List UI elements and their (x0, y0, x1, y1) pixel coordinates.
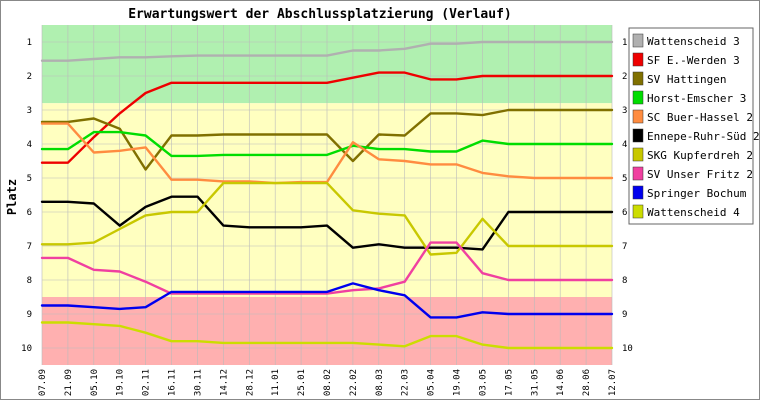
x-tick-label-18: 17.05 (504, 369, 514, 396)
legend-swatch-0 (632, 33, 644, 48)
x-tick-label-2: 05.10 (90, 369, 100, 396)
legend-swatch-7 (632, 166, 644, 181)
y-tick-left-3: 4 (27, 140, 32, 150)
legend-label-1: SF E.-Werden 3 (647, 54, 740, 67)
chart-title: Erwartungswert der Abschlussplatzierung … (128, 7, 512, 22)
x-tick-label-17: 03.05 (479, 369, 489, 396)
x-tick-label-7: 14.12 (219, 369, 229, 396)
series-line-7 (40, 241, 614, 295)
series-line-2 (40, 108, 614, 171)
x-tick-label-9: 11.01 (271, 369, 281, 396)
y-tick-right-7: 8 (622, 276, 627, 286)
x-tick-label-12: 22.02 (349, 369, 359, 396)
y-tick-right-5: 6 (622, 208, 627, 218)
x-tick-label-16: 19.04 (453, 369, 463, 396)
legend-label-6: SKG Kupferdreh 2 (647, 149, 753, 162)
x-tick-label-22: 12.07 (608, 369, 618, 396)
y-tick-right-6: 7 (622, 242, 627, 252)
x-tick-label-14: 22.03 (401, 369, 411, 396)
y-tick-left-5: 6 (27, 208, 32, 218)
legend-label-7: SV Unser Fritz 2 (647, 168, 753, 181)
x-tick-label-5: 16.11 (168, 369, 178, 396)
y-tick-left-2: 3 (27, 106, 32, 116)
legend-label-2: SV Hattingen (647, 73, 726, 86)
x-tick-label-11: 08.02 (323, 369, 333, 396)
y-tick-right-9: 10 (622, 344, 633, 354)
y-tick-right-2: 3 (622, 106, 627, 116)
x-tick-label-21: 28.06 (582, 369, 592, 396)
y-tick-left-6: 7 (27, 242, 32, 252)
legend-swatch-6 (632, 147, 644, 162)
y-tick-right-0: 1 (622, 38, 627, 48)
y-axis-label: Platz (5, 179, 19, 215)
legend-label-3: Horst-Emscher 3 (647, 92, 746, 105)
series-line-6 (40, 181, 614, 256)
series-line-1 (40, 71, 614, 164)
y-tick-right-8: 9 (622, 310, 627, 320)
series-layer (40, 40, 614, 350)
legend-label-0: Wattenscheid 3 (647, 35, 740, 48)
y-tick-left-8: 9 (27, 310, 32, 320)
x-tick-label-6: 30.11 (194, 369, 204, 396)
legend-swatch-2 (632, 71, 644, 86)
legend-swatch-5 (632, 128, 644, 143)
y-tick-left-7: 8 (27, 276, 32, 286)
y-tick-right-3: 4 (622, 140, 627, 150)
legend-swatch-8 (632, 185, 644, 200)
legend-box (628, 27, 754, 225)
legend-swatch-1 (632, 52, 644, 67)
x-tick-label-3: 19.10 (116, 369, 126, 396)
x-tick-label-1: 21.09 (64, 369, 74, 396)
x-tick-label-20: 14.06 (556, 369, 566, 396)
legend: Wattenscheid 3 SF E.-Werden 3 SV Hattingen… (628, 27, 760, 225)
series-line-5 (40, 195, 614, 251)
x-tick-label-10: 25.01 (297, 369, 307, 396)
y-tick-right-1: 2 (622, 72, 627, 82)
y-tick-left-9: 10 (21, 344, 32, 354)
x-tick-label-0: 07.09 (38, 369, 48, 396)
legend-swatch-9 (632, 204, 644, 219)
x-tick-label-4: 02.11 (142, 369, 152, 396)
series-line-9 (40, 321, 614, 350)
x-tick-label-15: 05.04 (427, 369, 437, 396)
legend-label-8: Springer Bochum (647, 187, 747, 200)
legend-swatch-4 (632, 109, 644, 124)
x-tick-label-8: 28.12 (245, 369, 255, 396)
legend-label-5: Ennepe-Ruhr-Süd 2 (647, 130, 760, 143)
series-line-8 (40, 282, 614, 319)
x-tick-label-13: 08.03 (375, 369, 385, 396)
y-tick-left-1: 2 (27, 72, 32, 82)
x-axis: 07.09 21.09 05.10 19.10 02.11 16.11 30.11 14.12… (38, 369, 618, 396)
y-tick-left-0: 1 (27, 38, 32, 48)
y-axis-left: 1 2 3 4 5 6 7 8 9 10 (21, 38, 32, 354)
legend-label-9: Wattenscheid 4 (647, 206, 740, 219)
y-axis-right: 1 2 3 4 5 6 7 8 9 10 (622, 38, 633, 354)
legend-swatch-3 (632, 90, 644, 105)
series-line-3 (40, 130, 614, 158)
legend-label-4: SC Buer-Hassel 2 (647, 111, 753, 124)
y-tick-left-4: 5 (27, 174, 32, 184)
series-line-0 (40, 40, 614, 62)
x-tick-label-19: 31.05 (530, 369, 540, 396)
y-tick-right-4: 5 (622, 174, 627, 184)
